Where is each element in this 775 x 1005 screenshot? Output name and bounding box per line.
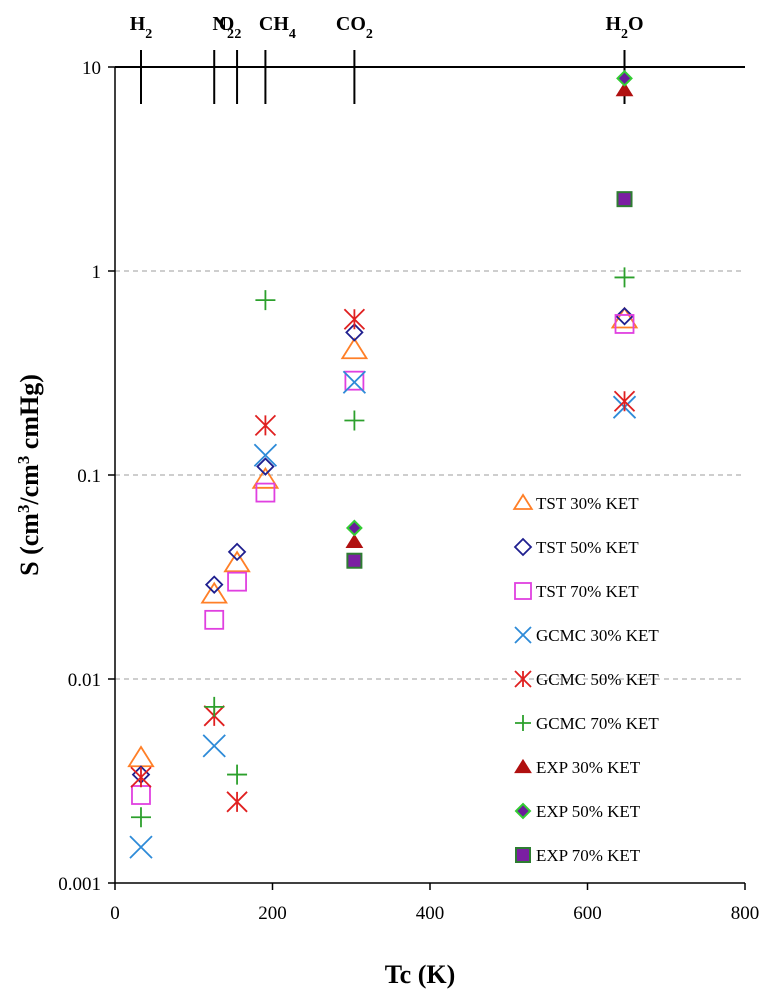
point-gcmc-50-ket-4 [343, 308, 366, 330]
point-exp-50-ket-1 [616, 69, 633, 87]
gas-label-co2: CO2 [336, 13, 373, 42]
point-exp-30-ket-1 [615, 82, 634, 97]
point-tst-70-ket-4 [344, 370, 365, 391]
point-tst-30-ket-2 [223, 550, 251, 573]
point-gcmc-70-ket-4 [344, 410, 365, 431]
point-gcmc-30-ket-1 [202, 734, 226, 758]
legend-label-exp-50-ket: EXP 50% KET [536, 802, 641, 821]
legend-label-gcmc-50-ket: GCMC 50% KET [536, 670, 659, 689]
gas-label-h2: H2 [130, 13, 153, 42]
point-exp-50-ket-0 [345, 519, 363, 537]
point-tst-50-ket-2 [227, 542, 247, 562]
y-tick-label-0.1: 0.1 [77, 466, 101, 487]
legend-marker-tst-70-ket [514, 582, 532, 600]
legend-marker-gcmc-50-ket [514, 670, 532, 688]
legend-marker-gcmc-70-ket [515, 715, 531, 731]
point-gcmc-30-ket-3 [342, 370, 367, 394]
x-tick-label-0: 0 [110, 903, 120, 924]
legend-label-tst-70-ket: TST 70% KET [536, 582, 639, 601]
series-exp-70-ket [346, 191, 633, 569]
point-tst-50-ket-4 [345, 323, 364, 342]
legend-marker-exp-50-ket [514, 802, 532, 820]
point-gcmc-70-ket-2 [227, 764, 248, 785]
y-tick-label-0.01: 0.01 [68, 670, 101, 691]
legend-label-exp-30-ket: EXP 30% KET [536, 758, 641, 777]
point-tst-70-ket-2 [227, 571, 247, 592]
point-tst-70-ket-1 [204, 609, 225, 630]
legend-marker-tst-50-ket [513, 537, 533, 557]
legend-label-exp-70-ket: EXP 70% KET [536, 846, 641, 865]
point-exp-70-ket-0 [346, 552, 363, 569]
legend-label-gcmc-30-ket: GCMC 30% KET [536, 626, 659, 645]
legend-label-gcmc-70-ket: GCMC 70% KET [536, 714, 659, 733]
gas-label-ch4: CH4 [259, 13, 296, 42]
point-tst-50-ket-5 [615, 306, 634, 326]
point-gcmc-30-ket-0 [129, 835, 153, 859]
gas-label-o2: O2 [219, 13, 242, 42]
point-tst-30-ket-3 [251, 466, 280, 489]
point-gcmc-70-ket-0 [130, 807, 151, 828]
point-gcmc-50-ket-5 [613, 390, 636, 412]
point-tst-50-ket-1 [204, 575, 224, 594]
series-gcmc-70-ket [130, 267, 635, 828]
legend-label-tst-30-ket: TST 30% KET [536, 494, 639, 513]
legend: TST 30% KET TST 50% KET TST 70% KET GCMC 30… [512, 493, 659, 865]
series-gcmc-50-ket [130, 308, 636, 813]
point-exp-30-ket-0 [345, 533, 364, 548]
point-tst-30-ket-1 [200, 581, 228, 604]
legend-marker-exp-70-ket [515, 847, 531, 863]
y-axis-title: S (cm3/cm3 cmHg) [14, 374, 45, 576]
legend-label-tst-50-ket: TST 50% KET [536, 538, 639, 557]
series-exp-30-ket [345, 82, 634, 548]
gas-label-h2o: H2O [605, 13, 643, 42]
point-tst-50-ket-3 [256, 457, 275, 476]
point-gcmc-70-ket-3 [255, 290, 276, 311]
point-exp-70-ket-1 [616, 191, 633, 208]
x-tick-label-800: 800 [731, 903, 760, 924]
point-gcmc-30-ket-2 [253, 443, 278, 467]
x-tick-label-200: 200 [258, 903, 287, 924]
point-gcmc-50-ket-0 [130, 766, 152, 788]
point-tst-30-ket-4 [340, 337, 369, 360]
legend-marker-tst-30-ket [512, 493, 534, 510]
gas-label-n2: N2 [212, 13, 233, 42]
point-gcmc-50-ket-2 [226, 791, 248, 813]
x-tick-label-400: 400 [416, 903, 445, 924]
y-tick-label-10: 10 [82, 58, 101, 79]
series-exp-50-ket [345, 69, 633, 537]
point-tst-70-ket-5 [614, 314, 635, 334]
legend-marker-gcmc-30-ket [514, 626, 532, 644]
y-tick-label-0.001: 0.001 [58, 874, 101, 895]
x-tick-label-600: 600 [573, 903, 602, 924]
point-tst-70-ket-3 [255, 482, 276, 503]
point-gcmc-70-ket-1 [204, 696, 225, 717]
point-tst-30-ket-0 [127, 745, 155, 768]
legend-marker-exp-30-ket [514, 758, 532, 774]
point-gcmc-70-ket-5 [614, 267, 635, 288]
point-gcmc-50-ket-3 [254, 414, 277, 437]
x-axis-title: Tc (K) [385, 960, 456, 989]
point-tst-70-ket-0 [131, 785, 151, 805]
y-tick-label-1: 1 [92, 262, 102, 283]
